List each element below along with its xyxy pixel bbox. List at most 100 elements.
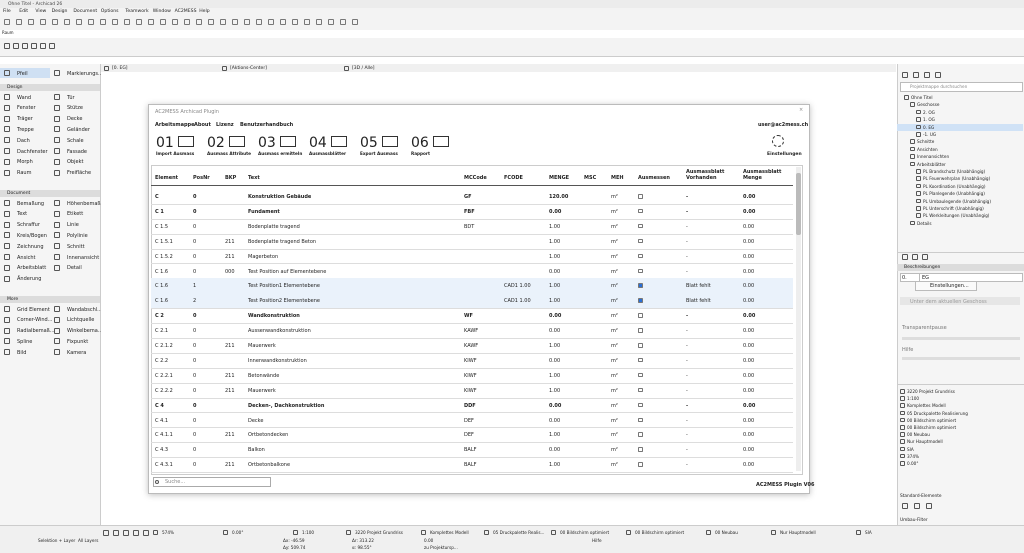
table-row[interactable] <box>151 368 793 384</box>
table-row[interactable] <box>151 308 793 325</box>
menu-item[interactable]: Edit <box>19 9 29 14</box>
tool[interactable]: Träger <box>17 116 33 123</box>
tool[interactable]: Freifläche <box>67 170 92 177</box>
checkbox[interactable] <box>638 313 643 318</box>
nav-link[interactable]: Benutzerhandbuch <box>240 122 294 128</box>
menu-item[interactable]: Options <box>100 9 119 14</box>
status-item[interactable]: 1:100 <box>302 530 315 535</box>
tool[interactable]: Pfeil <box>17 71 28 77</box>
tool[interactable]: Kamera <box>67 349 87 356</box>
tool[interactable]: Fixpunkt <box>67 338 89 345</box>
menu-item[interactable]: File <box>3 9 11 14</box>
table-row[interactable] <box>151 249 793 265</box>
table-row[interactable] <box>151 457 793 474</box>
checkbox[interactable] <box>638 328 643 333</box>
status-item[interactable]: 00 Bildschirm optimiert <box>635 530 685 535</box>
tree-item[interactable]: PL Werkleitungen (Unabhängig) <box>923 213 990 219</box>
tool[interactable]: Bild <box>17 349 27 356</box>
table-row[interactable] <box>151 338 793 354</box>
checkbox[interactable] <box>638 194 643 199</box>
checkbox[interactable] <box>638 387 643 393</box>
tool[interactable]: Raum <box>17 170 32 177</box>
nav-search-input[interactable]: Projektmappe durchsuchen <box>910 84 968 89</box>
selection-mode[interactable]: Selektion + Layer <box>38 538 76 543</box>
tree-item[interactable]: PL Unterschrift (Unabhängig) <box>923 206 984 211</box>
tab[interactable]: [0. EG] <box>112 66 128 71</box>
tab[interactable]: [3D / Alle] <box>352 66 375 71</box>
tool[interactable]: Schraffur <box>17 222 40 229</box>
menu-item[interactable]: AC2MESS <box>174 9 197 14</box>
tool[interactable]: Stütze <box>67 105 83 112</box>
checkbox[interactable] <box>638 447 643 452</box>
tool[interactable]: Detail <box>67 265 82 272</box>
status-item[interactable]: 00 Bildschirm optimiert <box>560 530 610 535</box>
view-setting[interactable]: Nur Hauptmodell <box>907 439 943 445</box>
status-item[interactable]: Nur Hauptmodell <box>780 530 816 535</box>
prop-name[interactable]: EG <box>922 274 930 281</box>
step-label[interactable]: Import Ausmass <box>156 151 195 156</box>
status-help[interactable]: Hilfe <box>592 538 602 543</box>
checkbox[interactable] <box>638 238 643 244</box>
status-item[interactable]: 574% <box>162 530 174 535</box>
tool[interactable]: Wand <box>17 94 32 101</box>
settings-button[interactable]: Einstellungen <box>767 152 802 157</box>
tree-item[interactable]: 1. OG <box>923 117 935 123</box>
step-number[interactable]: 06 <box>411 135 429 151</box>
tool[interactable]: Polylinie <box>67 232 88 239</box>
view-setting[interactable]: 3220 Projekt Grundriss <box>907 389 955 394</box>
table-row[interactable] <box>151 189 793 205</box>
tool[interactable]: Text <box>17 211 28 218</box>
prop-button[interactable]: Einstellungen... <box>930 282 969 289</box>
tree-item[interactable]: 0. EG <box>923 124 935 130</box>
search-input[interactable]: Suche... <box>165 479 186 485</box>
table-row[interactable] <box>151 442 793 459</box>
step-label[interactable]: Ausmass ermitteln <box>258 151 303 156</box>
tree-item[interactable]: Details <box>917 220 932 226</box>
status-item[interactable]: 00 Neubau <box>715 530 738 535</box>
step-number[interactable]: 05 <box>360 135 378 151</box>
table-row[interactable] <box>151 427 793 444</box>
checkbox[interactable] <box>638 223 643 229</box>
tree-item[interactable]: Ansichten <box>917 146 938 152</box>
tool[interactable]: Lichtquelle <box>67 317 95 324</box>
checkbox[interactable] <box>638 298 643 303</box>
tool[interactable]: Linie <box>67 222 79 229</box>
tree-item[interactable]: -1. UG <box>923 132 937 137</box>
menu-item[interactable]: Help <box>199 9 210 14</box>
tool[interactable]: Markierungs... <box>67 71 103 77</box>
scroll-thumb[interactable] <box>796 173 801 235</box>
status-item[interactable]: SIA <box>865 530 872 535</box>
table-row[interactable] <box>151 413 793 429</box>
prop-number[interactable]: 0. <box>902 274 907 281</box>
tool[interactable]: Höhenbemaß... <box>67 200 106 207</box>
step-label[interactable]: Ausmassblätter <box>309 151 347 156</box>
tree-item[interactable]: PL Planlegende (Unabhängig) <box>923 191 985 197</box>
tool[interactable]: Zeichnung <box>17 243 44 250</box>
tree-item[interactable]: PL Umbaulegende (Unabhängig) <box>923 198 991 204</box>
tool[interactable]: Dach <box>17 137 30 144</box>
step-number[interactable]: 04 <box>309 135 327 151</box>
checkbox[interactable] <box>638 417 643 422</box>
status-item[interactable]: Komplettes Modell <box>430 530 469 535</box>
tool[interactable]: Innenansicht <box>67 254 100 261</box>
menu-item[interactable]: View <box>35 9 47 14</box>
view-setting[interactable]: 05 Druckpalette Realisierung <box>907 410 968 416</box>
prop-reference[interactable]: Unter dem aktuellen Geschoss <box>910 298 987 305</box>
step-number[interactable]: 03 <box>258 135 276 151</box>
checkbox[interactable] <box>638 268 643 273</box>
tool[interactable]: Ansicht <box>17 254 36 261</box>
tree-item[interactable]: Innenansichten <box>917 154 950 160</box>
tool[interactable]: Geländer <box>67 126 90 133</box>
tree-item[interactable]: Geschosse <box>917 102 940 108</box>
checkbox[interactable] <box>638 283 643 288</box>
view-setting[interactable]: 1:100 <box>907 396 920 402</box>
menu-item[interactable]: Window <box>152 9 171 14</box>
settings-icon[interactable] <box>772 135 784 147</box>
step-number[interactable]: 02 <box>207 135 225 151</box>
tool[interactable]: Spline <box>17 338 33 345</box>
menu-item[interactable]: Teamwork <box>125 9 149 14</box>
tool[interactable]: Treppe <box>17 126 34 133</box>
table-row[interactable] <box>151 353 793 369</box>
tool[interactable]: Fassade <box>67 148 88 155</box>
step-number[interactable]: 01 <box>156 135 174 151</box>
